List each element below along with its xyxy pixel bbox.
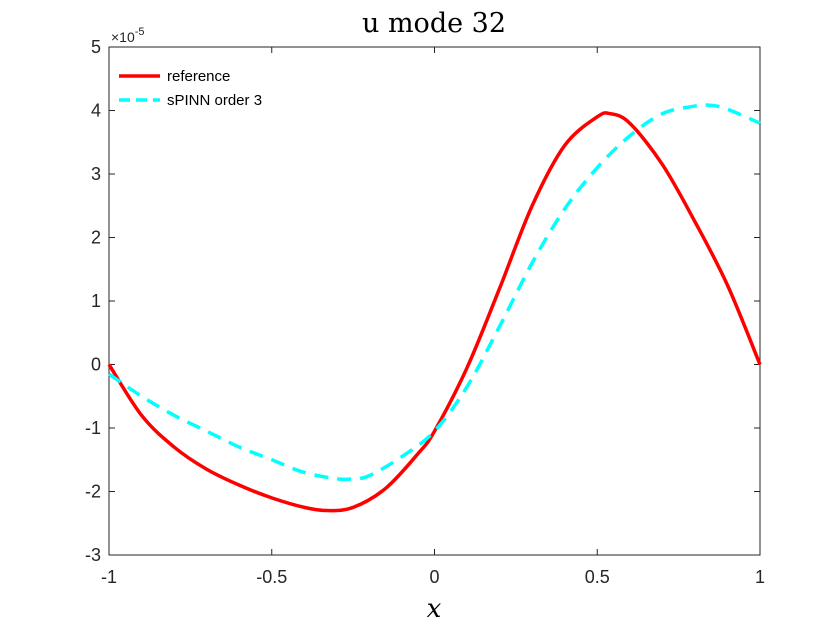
y-axis-ticks: -3 -2 -1 0 1 2 3 4 5 — [85, 37, 760, 565]
plot-area — [108, 46, 761, 556]
series-layer — [107, 103, 762, 513]
x-tick-label: -0.5 — [256, 567, 287, 587]
series-line-reference — [107, 111, 762, 513]
x-tick-label: 1 — [755, 567, 765, 587]
y-tick-label: 2 — [91, 228, 101, 248]
legend-label: sPINN order 3 — [167, 92, 262, 109]
y-exponent-power: -5 — [135, 26, 145, 38]
y-tick-label: 3 — [91, 164, 101, 184]
x-tick-label: -1 — [101, 567, 117, 587]
y-exponent-base: ×10 — [111, 29, 135, 45]
y-tick-label: 5 — [91, 37, 101, 57]
legend-label: reference — [167, 68, 230, 85]
y-tick-label: 1 — [91, 291, 101, 311]
x-axis-label: x — [427, 594, 442, 624]
x-tick-label: 0.5 — [585, 567, 610, 587]
y-tick-label: -2 — [85, 482, 101, 502]
series-line-spinn-order-3 — [108, 103, 761, 482]
y-tick-label: 4 — [91, 101, 101, 121]
x-tick-label: 0 — [429, 567, 439, 587]
chart-title: u mode 32 — [362, 8, 506, 39]
plot-frame — [108, 46, 761, 556]
x-axis-ticks: -1 -0.5 0 0.5 1 — [101, 47, 765, 587]
y-tick-label: -1 — [85, 418, 101, 438]
legend: reference sPINN order 3 — [119, 68, 262, 109]
y-tick-label: 0 — [91, 355, 101, 375]
y-tick-label: -3 — [85, 545, 101, 565]
y-exponent-label: ×10-5 — [111, 26, 145, 45]
